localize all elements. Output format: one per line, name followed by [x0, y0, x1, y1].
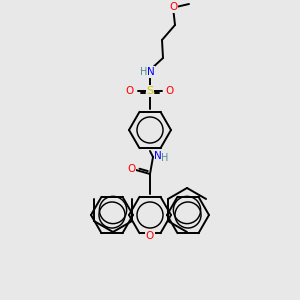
Text: O: O [166, 86, 174, 96]
Text: N: N [154, 151, 162, 161]
Text: N: N [147, 67, 155, 77]
Text: S: S [146, 86, 154, 96]
Text: O: O [146, 231, 154, 241]
Text: O: O [126, 86, 134, 96]
Text: O: O [169, 2, 177, 12]
Text: O: O [127, 164, 135, 174]
Text: H: H [140, 67, 148, 77]
Text: H: H [161, 153, 169, 163]
